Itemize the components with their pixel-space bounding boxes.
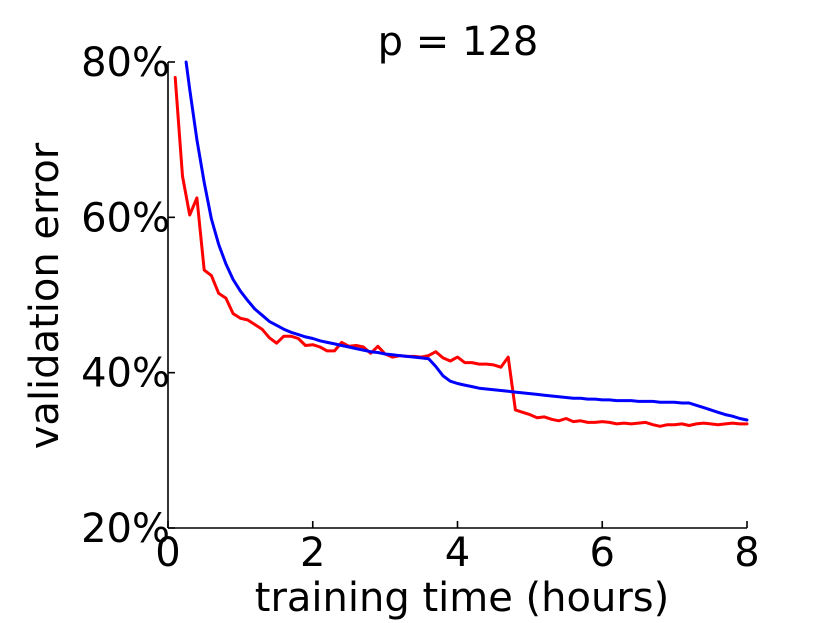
x-tick-label: 6 [590,530,615,576]
series-line-1 [173,76,749,428]
x-tick-label: 2 [300,530,325,576]
y-tick-label: 80% [81,40,170,86]
x-tick-label: 4 [445,530,470,576]
y-tick-label: 60% [81,195,170,241]
series-group [173,60,749,428]
x-tick-label: 0 [155,530,180,576]
x-tick-label: 8 [734,530,759,576]
y-tick-label: 20% [81,506,170,552]
y-tick-label: 40% [81,351,170,397]
y-axis-label: validation error [22,142,68,449]
x-axis-label: training time (hours) [255,575,669,621]
ticks: 0 2 4 6 8 20% 40% 60% 80% [81,40,760,576]
series-line-2 [184,60,749,422]
chart-title: p = 128 [378,19,539,65]
axes [167,62,747,529]
